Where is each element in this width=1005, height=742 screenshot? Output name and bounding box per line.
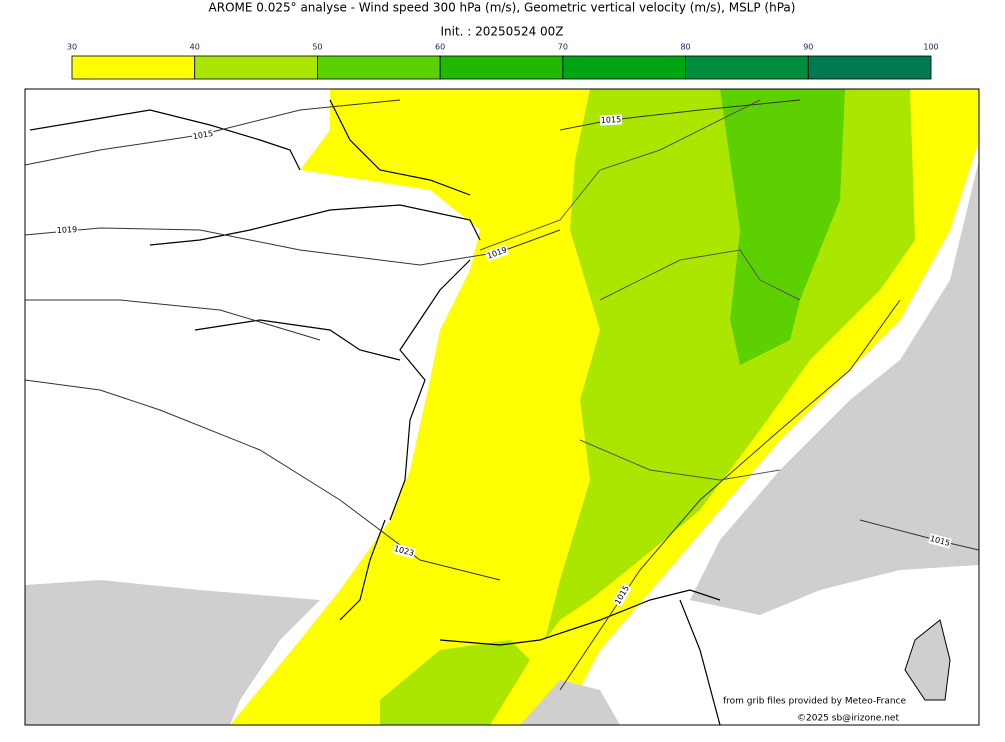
isobar-label-bg xyxy=(191,128,215,142)
colorbar-segment xyxy=(807,55,932,80)
isobar-label-bg xyxy=(392,543,416,559)
borders xyxy=(479,99,801,481)
colorbar: 30 40 50 60 70 80 90 100 xyxy=(67,43,939,80)
coastlines xyxy=(29,99,721,725)
isobar-label: 1015 xyxy=(192,129,214,141)
wind-band-50-60 xyxy=(720,89,845,365)
terrain-alps xyxy=(690,160,979,615)
colorbar-tick-label: 30 xyxy=(67,43,77,52)
subtitle: Init. : 20250524 00Z xyxy=(440,25,563,39)
terrain-corsica xyxy=(904,619,951,701)
colorbar-segment xyxy=(71,55,196,80)
credit-source: from grib files provided by Meteo-France xyxy=(723,697,906,707)
colorbar-tick-label: 40 xyxy=(190,43,200,52)
wind-band-40-50-south xyxy=(380,640,530,725)
colorbar-segment xyxy=(562,55,686,80)
isobar-label: 1019 xyxy=(57,225,78,235)
isobar-label-bg xyxy=(612,582,632,608)
isobar-label: 1015 xyxy=(601,115,622,125)
isobar-label-bg xyxy=(599,114,623,126)
colorbar-tick-label: 50 xyxy=(312,43,322,52)
title: AROME 0.025° analyse - Wind speed 300 hP… xyxy=(209,1,796,15)
isobar-label-bg xyxy=(55,224,79,236)
terrain-spain xyxy=(25,580,320,725)
colorbar-segment xyxy=(317,55,441,80)
map-frame xyxy=(24,88,980,726)
colorbar-tick-label: 60 xyxy=(435,43,445,52)
credit-copyright: ©2025 sb@irizone.net xyxy=(797,714,899,724)
isobar-label-bg xyxy=(484,244,510,262)
colorbar-tick-label: 90 xyxy=(803,43,813,52)
colorbar-tick-label: 80 xyxy=(680,43,690,52)
colorbar-tick-label: 100 xyxy=(923,43,938,52)
colorbar-segment xyxy=(439,55,564,80)
colorbar-tick-label: 70 xyxy=(558,43,568,52)
terrain-pyrenees xyxy=(520,680,620,725)
colorbar-segment xyxy=(194,55,318,80)
colorbar-segment xyxy=(685,55,809,80)
isobar-label-bg xyxy=(928,533,952,549)
